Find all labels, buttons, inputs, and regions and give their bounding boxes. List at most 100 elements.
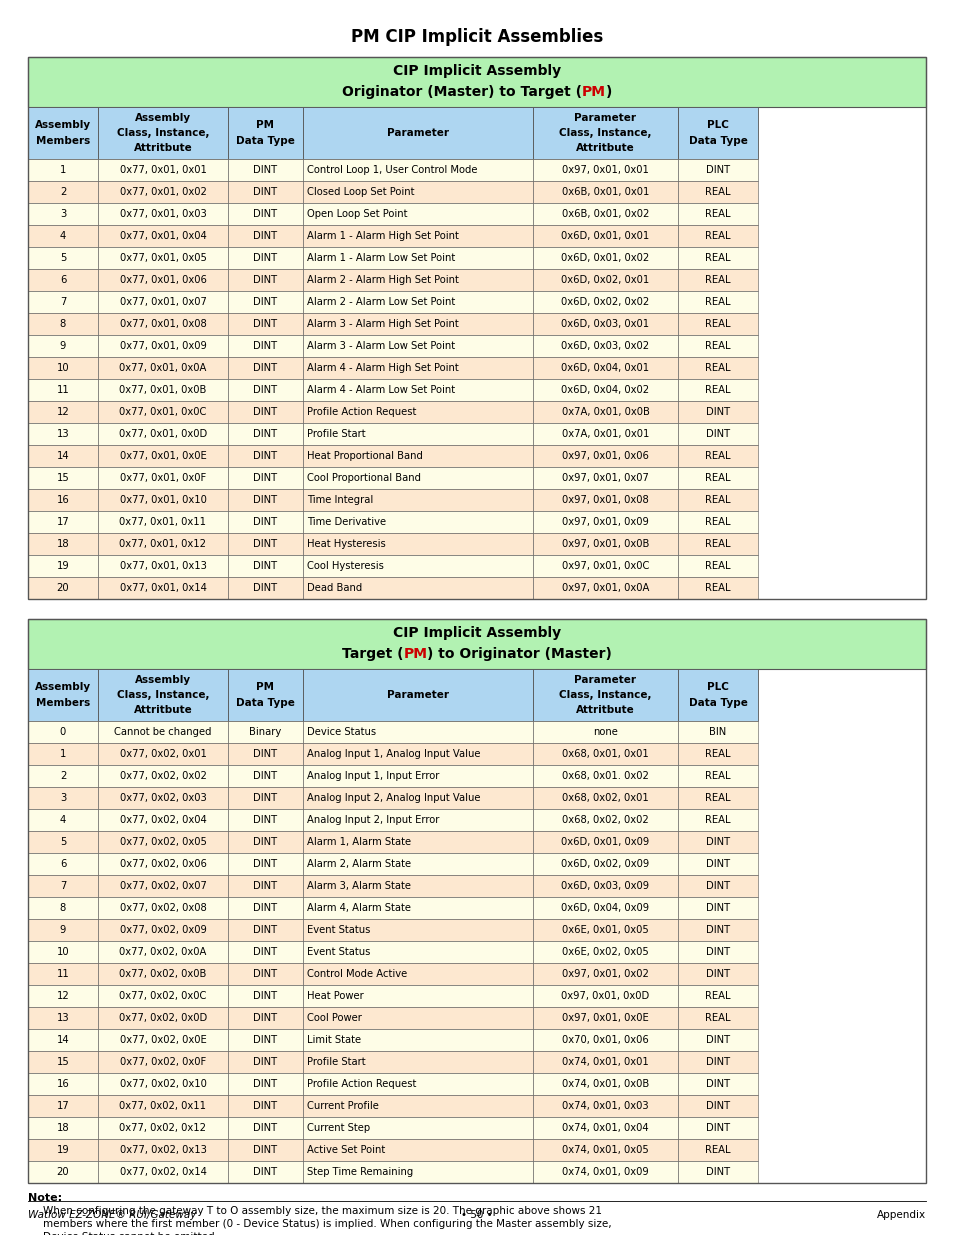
Text: 16: 16 — [56, 1079, 70, 1089]
Text: REAL: REAL — [704, 1013, 730, 1023]
Bar — [678, 853, 758, 876]
Bar — [678, 511, 758, 534]
Text: DINT: DINT — [253, 231, 277, 241]
Text: 0x97, 0x01, 0x0D: 0x97, 0x01, 0x0D — [560, 990, 649, 1002]
Text: DINT: DINT — [253, 186, 277, 198]
Bar — [228, 1007, 303, 1029]
Bar — [28, 225, 98, 247]
Text: REAL: REAL — [704, 517, 730, 527]
Text: Device Status cannot be omitted.: Device Status cannot be omitted. — [43, 1233, 218, 1235]
Text: 3: 3 — [60, 793, 66, 803]
Bar — [228, 963, 303, 986]
Bar — [28, 269, 98, 291]
Bar — [303, 182, 533, 203]
Bar — [533, 1073, 678, 1095]
Bar — [303, 401, 533, 424]
Bar — [28, 57, 925, 599]
Text: Binary: Binary — [249, 727, 281, 737]
Bar — [303, 764, 533, 787]
Text: DINT: DINT — [253, 969, 277, 979]
Text: PM: PM — [403, 647, 427, 661]
Bar — [28, 963, 98, 986]
Bar — [678, 831, 758, 853]
Bar — [303, 1007, 533, 1029]
Text: 0x97, 0x01, 0x08: 0x97, 0x01, 0x08 — [561, 495, 648, 505]
Text: 0x77, 0x01, 0x0D: 0x77, 0x01, 0x0D — [119, 429, 207, 438]
Bar — [678, 203, 758, 225]
Bar — [98, 876, 228, 897]
Bar — [228, 831, 303, 853]
Text: 0x6D, 0x03, 0x01: 0x6D, 0x03, 0x01 — [561, 319, 649, 329]
Bar — [98, 445, 228, 467]
Text: PM: PM — [256, 682, 274, 692]
Text: 0x97, 0x01, 0x02: 0x97, 0x01, 0x02 — [561, 969, 648, 979]
Text: 7: 7 — [60, 296, 66, 308]
Text: Data Type: Data Type — [235, 698, 294, 708]
Text: 0x77, 0x02, 0x03: 0x77, 0x02, 0x03 — [119, 793, 206, 803]
Bar — [28, 291, 98, 312]
Text: DINT: DINT — [705, 408, 729, 417]
Text: 0x77, 0x02, 0x0D: 0x77, 0x02, 0x0D — [119, 1013, 207, 1023]
Text: 0x68, 0x01. 0x02: 0x68, 0x01. 0x02 — [561, 771, 648, 781]
Bar — [28, 619, 925, 669]
Bar — [678, 401, 758, 424]
Bar — [678, 986, 758, 1007]
Bar — [303, 1161, 533, 1183]
Text: DINT: DINT — [253, 363, 277, 373]
Bar — [28, 107, 98, 159]
Bar — [228, 876, 303, 897]
Text: 0x77, 0x01, 0x0C: 0x77, 0x01, 0x0C — [119, 408, 207, 417]
Text: Alarm 1 - Alarm High Set Point: Alarm 1 - Alarm High Set Point — [307, 231, 458, 241]
Text: 0x68, 0x01, 0x01: 0x68, 0x01, 0x01 — [561, 748, 648, 760]
Text: DINT: DINT — [705, 881, 729, 890]
Text: Attritbute: Attritbute — [133, 705, 193, 715]
Text: 14: 14 — [56, 1035, 70, 1045]
Text: DINT: DINT — [253, 429, 277, 438]
Text: Class, Instance,: Class, Instance, — [116, 128, 209, 138]
Bar — [98, 853, 228, 876]
Bar — [98, 379, 228, 401]
Bar — [98, 335, 228, 357]
Text: 0x6D, 0x02, 0x01: 0x6D, 0x02, 0x01 — [560, 275, 649, 285]
Text: REAL: REAL — [704, 296, 730, 308]
Bar — [533, 379, 678, 401]
Text: DINT: DINT — [253, 561, 277, 571]
Bar — [533, 247, 678, 269]
Text: 0x74, 0x01, 0x03: 0x74, 0x01, 0x03 — [561, 1100, 648, 1112]
Bar — [228, 182, 303, 203]
Bar — [303, 534, 533, 555]
Text: 16: 16 — [56, 495, 70, 505]
Text: 8: 8 — [60, 903, 66, 913]
Text: 0x77, 0x01, 0x02: 0x77, 0x01, 0x02 — [119, 186, 206, 198]
Text: 0x6D, 0x04, 0x02: 0x6D, 0x04, 0x02 — [561, 385, 649, 395]
Bar — [228, 312, 303, 335]
Bar — [98, 203, 228, 225]
Bar — [678, 743, 758, 764]
Text: Class, Instance,: Class, Instance, — [558, 690, 651, 700]
Bar — [98, 269, 228, 291]
Bar — [678, 809, 758, 831]
Bar — [533, 1139, 678, 1161]
Bar — [228, 1073, 303, 1095]
Text: Current Profile: Current Profile — [307, 1100, 378, 1112]
Bar — [98, 1051, 228, 1073]
Text: REAL: REAL — [704, 771, 730, 781]
Text: 0x68, 0x02, 0x02: 0x68, 0x02, 0x02 — [561, 815, 648, 825]
Text: 0x6D, 0x04, 0x01: 0x6D, 0x04, 0x01 — [561, 363, 649, 373]
Text: PM: PM — [256, 120, 274, 130]
Text: REAL: REAL — [704, 186, 730, 198]
Text: 0x77, 0x01, 0x04: 0x77, 0x01, 0x04 — [119, 231, 206, 241]
Bar — [678, 1116, 758, 1139]
Bar — [533, 269, 678, 291]
Text: REAL: REAL — [704, 495, 730, 505]
Bar — [228, 1116, 303, 1139]
Bar — [98, 986, 228, 1007]
Bar — [678, 1095, 758, 1116]
Bar — [678, 721, 758, 743]
Text: 0x6D, 0x01, 0x02: 0x6D, 0x01, 0x02 — [560, 253, 649, 263]
Text: DINT: DINT — [253, 815, 277, 825]
Text: 0x77, 0x01, 0x13: 0x77, 0x01, 0x13 — [119, 561, 206, 571]
Text: Data Type: Data Type — [235, 136, 294, 146]
Text: 18: 18 — [56, 538, 70, 550]
Bar — [303, 941, 533, 963]
